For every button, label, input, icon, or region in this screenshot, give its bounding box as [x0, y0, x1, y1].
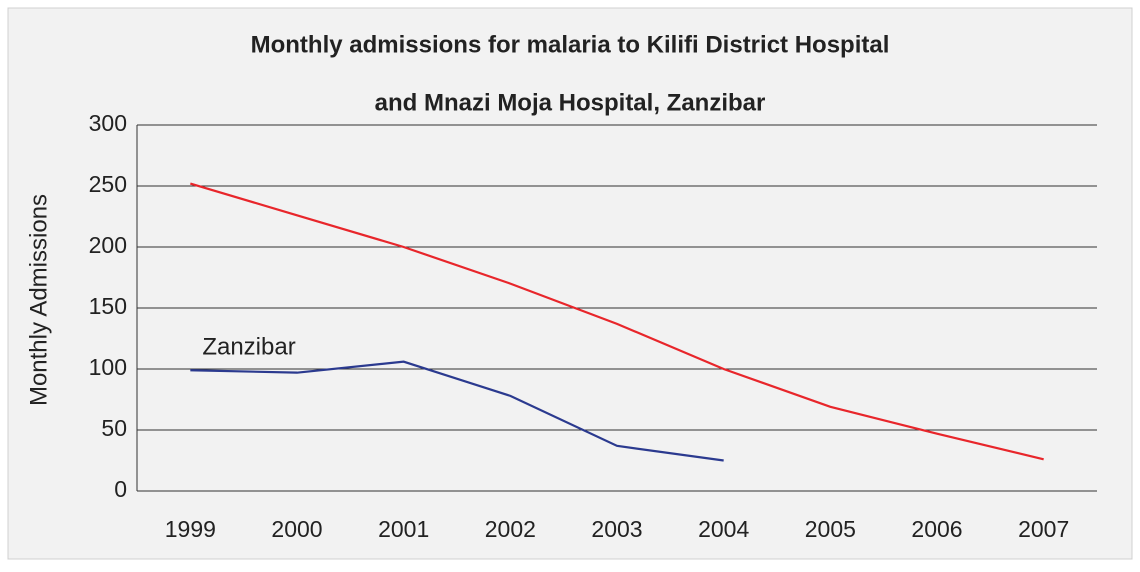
- y-tick-label: 150: [89, 293, 127, 319]
- y-tick-label: 200: [89, 232, 127, 258]
- series-line: [190, 360, 724, 462]
- background: [7, 7, 1133, 560]
- y-axis-label: Monthly Admissions: [25, 194, 52, 406]
- series-label: Zanzibar: [202, 334, 295, 361]
- y-tick-label: 250: [89, 171, 127, 197]
- x-tick-label: 1999: [165, 516, 216, 542]
- x-tick-label: 2006: [911, 516, 962, 542]
- y-tick-label: 300: [89, 110, 127, 136]
- x-tick-label: 2003: [591, 516, 642, 542]
- series-line: [190, 182, 1044, 461]
- x-tick-label: 2001: [378, 516, 429, 542]
- x-tick-label: 2002: [485, 516, 536, 542]
- x-tick-label: 2007: [1018, 516, 1069, 542]
- chart-title: and Mnazi Moja Hospital, Zanzibar: [375, 89, 766, 116]
- x-tick-label: 2004: [698, 516, 749, 542]
- x-tick-label: 2000: [271, 516, 322, 542]
- y-tick-label: 50: [101, 415, 127, 441]
- y-tick-label: 100: [89, 354, 127, 380]
- y-tick-label: 0: [114, 476, 127, 502]
- x-tick-label: 2005: [805, 516, 856, 542]
- chart-title: Monthly admissions for malaria to Kilifi…: [251, 31, 890, 58]
